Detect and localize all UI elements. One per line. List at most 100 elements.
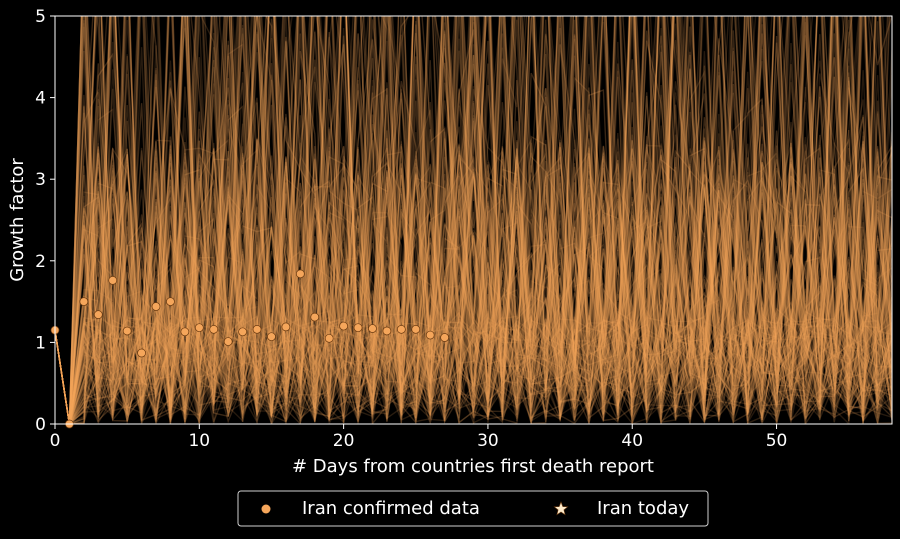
- trajectory-line: [55, 16, 892, 424]
- trajectory-line: [55, 16, 892, 424]
- trajectory-line: [55, 16, 892, 424]
- trajectory-line: [55, 27, 892, 424]
- trajectory-line: [55, 16, 892, 424]
- x-tick-label: 20: [333, 431, 355, 451]
- data-point: [295, 269, 305, 279]
- trajectory-line: [55, 16, 892, 424]
- trajectory-line: [55, 16, 892, 424]
- trajectory-line: [55, 16, 892, 424]
- trajectory-line: [55, 16, 892, 424]
- trajectory-line: [55, 16, 892, 424]
- trajectory-line: [55, 16, 892, 424]
- trajectory-line: [55, 16, 892, 424]
- trajectory-line: [55, 16, 892, 424]
- trajectory-line: [55, 16, 892, 424]
- plot-frame: [54, 15, 893, 425]
- trajectory-line: [55, 16, 892, 424]
- trajectory-line: [55, 16, 889, 424]
- trajectory-line: [55, 16, 892, 424]
- trajectory-line: [55, 16, 892, 424]
- trajectory-line: [55, 16, 892, 424]
- trajectory-line: [55, 16, 892, 424]
- trajectory-line: [55, 16, 892, 424]
- trajectory-line: [55, 16, 892, 424]
- trajectory-line: [55, 16, 892, 424]
- data-point: [108, 276, 118, 285]
- x-tick-label: 10: [188, 431, 210, 451]
- trajectory-line: [55, 16, 892, 424]
- trajectory-line: [55, 16, 892, 424]
- trajectory-line: [55, 16, 892, 424]
- trajectory-line: [55, 16, 892, 424]
- trajectory-line: [55, 16, 892, 424]
- trajectory-line: [55, 16, 892, 424]
- trajectory-line: [55, 16, 892, 424]
- data-point: [267, 332, 276, 342]
- data-point: [324, 333, 334, 343]
- x-tick-label: 0: [50, 431, 61, 451]
- y-tick-label: 0: [35, 415, 46, 435]
- trajectory-line: [55, 16, 892, 424]
- trajectory-line: [55, 16, 892, 424]
- trajectory-line: [55, 16, 892, 424]
- trajectory-line: [55, 16, 892, 424]
- data-point: [93, 310, 103, 320]
- trajectory-line: [55, 16, 892, 424]
- trajectory-line: [55, 16, 892, 424]
- trajectory-line: [55, 16, 892, 424]
- trajectory-line: [55, 16, 892, 424]
- trajectory-line: [55, 16, 892, 424]
- data-point: [137, 348, 146, 358]
- trajectory-line: [55, 16, 892, 424]
- trajectory-line: [55, 16, 892, 424]
- trajectory-line: [55, 16, 892, 424]
- trajectory-line: [55, 16, 892, 424]
- trajectory-line: [55, 16, 892, 424]
- trajectory-line: [55, 16, 892, 424]
- trajectory-line: [55, 16, 892, 424]
- trajectory-line: [55, 16, 892, 424]
- trajectory-line: [55, 16, 892, 424]
- x-tick-label: 50: [766, 431, 788, 451]
- data-point: [223, 337, 233, 346]
- trajectory-line: [55, 16, 892, 424]
- legend-label-confirmed: Iran confirmed data: [302, 498, 480, 519]
- trajectory-line: [55, 16, 892, 424]
- trajectory-line: [55, 16, 892, 424]
- trajectory-line: [55, 16, 892, 424]
- trajectory-line: [55, 16, 892, 424]
- trajectory-line: [55, 16, 892, 424]
- trajectory-line: [55, 16, 892, 424]
- trajectory-line: [55, 16, 892, 424]
- trajectory-line: [55, 16, 892, 424]
- data-point: [252, 324, 262, 334]
- trajectory-line: [55, 16, 892, 424]
- trajectory-line: [55, 16, 892, 424]
- data-point: [122, 326, 132, 336]
- trajectory-line: [55, 16, 892, 424]
- trajectory-line: [55, 16, 892, 424]
- trajectory-line: [55, 16, 892, 424]
- trajectory-line: [55, 16, 892, 424]
- data-point: [411, 324, 421, 334]
- trajectory-line: [55, 16, 892, 424]
- trajectory-line: [55, 16, 892, 424]
- trajectory-line: [55, 16, 892, 424]
- data-point: [310, 312, 320, 322]
- trajectory-line: [55, 16, 892, 424]
- trajectory-line: [55, 16, 892, 424]
- trajectory-line: [55, 16, 892, 424]
- y-tick-label: 1: [35, 333, 46, 353]
- data-point: [425, 330, 435, 340]
- trajectory-line: [55, 16, 892, 424]
- data-point: [368, 324, 377, 333]
- trajectory-line: [55, 16, 890, 424]
- trajectory-line: [55, 16, 892, 424]
- trajectory-line: [55, 16, 892, 424]
- data-point: [281, 322, 291, 332]
- trajectory-line: [55, 16, 892, 424]
- trajectory-line: [55, 16, 892, 424]
- trajectory-line: [55, 16, 892, 424]
- trajectory-line: [55, 16, 892, 424]
